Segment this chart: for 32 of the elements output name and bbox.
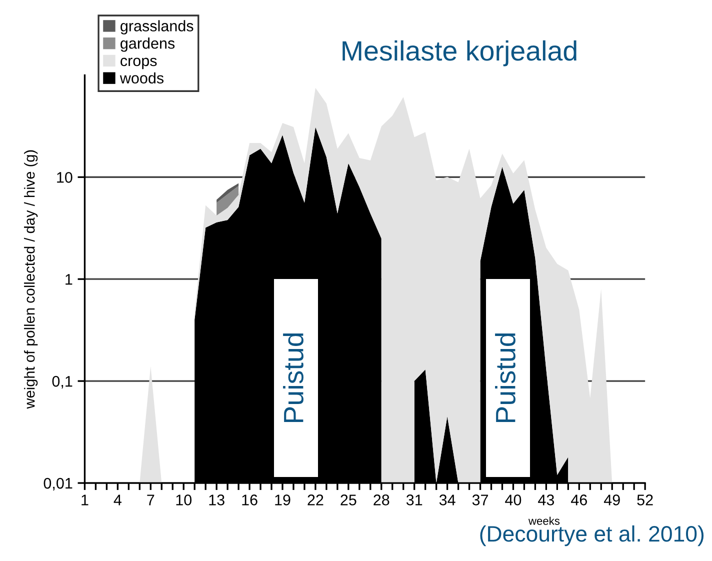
y-tick-label: 1 bbox=[66, 274, 72, 285]
x-tick-label: 31 bbox=[406, 494, 422, 506]
legend-label: grasslands bbox=[120, 20, 194, 34]
y-tick-label: 0,01 bbox=[44, 478, 72, 491]
x-tick-label: 49 bbox=[604, 494, 620, 506]
legend-label: gardens bbox=[120, 38, 175, 52]
chart-title: Mesilaste korjealad bbox=[342, 40, 576, 66]
x-tick-label: 25 bbox=[340, 494, 356, 506]
x-tick-label: 22 bbox=[308, 494, 324, 506]
legend-label: woods bbox=[120, 72, 164, 84]
x-tick-label: 16 bbox=[242, 494, 258, 506]
annotation: Puistud bbox=[495, 333, 516, 422]
x-tick-label: 13 bbox=[209, 494, 224, 506]
y-tick-label: 10 bbox=[57, 172, 72, 183]
x-tick-label: 19 bbox=[275, 494, 290, 506]
x-tick-label: 7 bbox=[147, 494, 154, 506]
text: (Decourtye et al. 2010) bbox=[480, 525, 704, 546]
x-tick-label: 37 bbox=[472, 494, 488, 506]
x-axis-title: weeks bbox=[528, 516, 560, 525]
x-tick-label: 1 bbox=[82, 494, 88, 506]
x-tick-label: 34 bbox=[439, 494, 456, 506]
x-tick-label: 4 bbox=[114, 494, 122, 506]
x-tick-label: 46 bbox=[571, 494, 587, 506]
x-tick-label: 28 bbox=[374, 494, 390, 506]
y-axis-title: weight of pollen collected / day / hive (g) bbox=[24, 150, 38, 409]
annotation: Puistud bbox=[283, 333, 304, 422]
y-tick-label: 0,1 bbox=[52, 376, 72, 389]
legend-label: crops bbox=[120, 58, 157, 70]
x-tick-label: 10 bbox=[176, 494, 192, 506]
x-tick-label: 40 bbox=[505, 494, 522, 506]
x-tick-label: 52 bbox=[637, 494, 653, 506]
x-tick-label: 43 bbox=[538, 494, 554, 506]
